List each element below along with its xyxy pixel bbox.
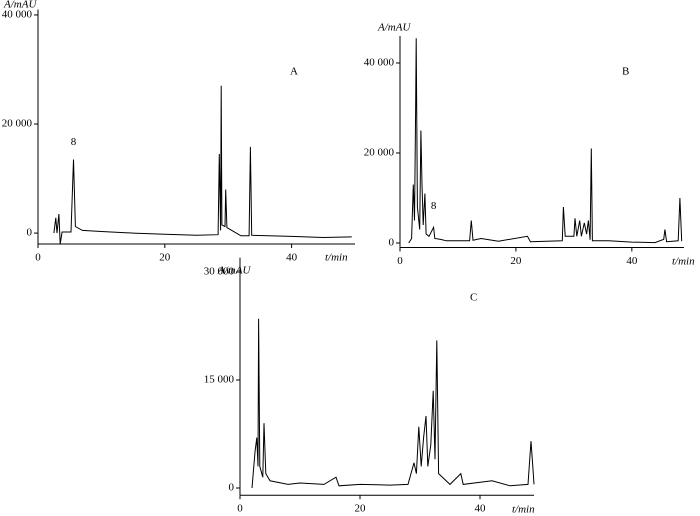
y-tick-label: 15 000	[204, 374, 235, 386]
x-tick-label: 40	[626, 255, 638, 267]
peak-label: 8	[71, 136, 77, 148]
y-tick-label: 30 000	[204, 266, 235, 278]
x-tick-label: 0	[397, 255, 403, 267]
x-tick-label: 0	[35, 252, 41, 264]
x-axis-label: t/min	[325, 252, 348, 264]
y-axis-label: A/mAU	[3, 0, 37, 11]
y-axis-label: A/mAU	[377, 22, 411, 34]
x-tick-label: 0	[237, 503, 243, 515]
panel-label: B	[622, 66, 629, 78]
x-tick-label: 20	[159, 252, 171, 264]
x-tick-label: 40	[475, 503, 487, 515]
x-tick-label: 20	[355, 503, 367, 515]
peak-label: 8	[431, 200, 437, 212]
panel-label: A	[290, 66, 298, 78]
x-axis-label: t/min	[512, 504, 535, 516]
x-tick-label: 20	[510, 255, 522, 267]
y-tick-label: 20 000	[2, 118, 33, 130]
y-tick-label: 0	[27, 227, 33, 239]
y-tick-label: 0	[229, 482, 235, 494]
x-tick-label: 40	[286, 252, 298, 264]
chromatogram-trace	[251, 318, 535, 489]
x-axis-label: t/min	[672, 256, 695, 268]
y-tick-label: 0	[389, 237, 395, 249]
y-tick-label: 40 000	[2, 8, 33, 20]
chromatogram-trace	[408, 38, 683, 244]
chromatogram-trace	[53, 85, 352, 245]
y-tick-label: 40 000	[364, 57, 395, 69]
y-tick-label: 20 000	[364, 147, 395, 159]
panel-label: C	[470, 292, 477, 304]
y-axis-label: A/mAU	[217, 265, 251, 277]
